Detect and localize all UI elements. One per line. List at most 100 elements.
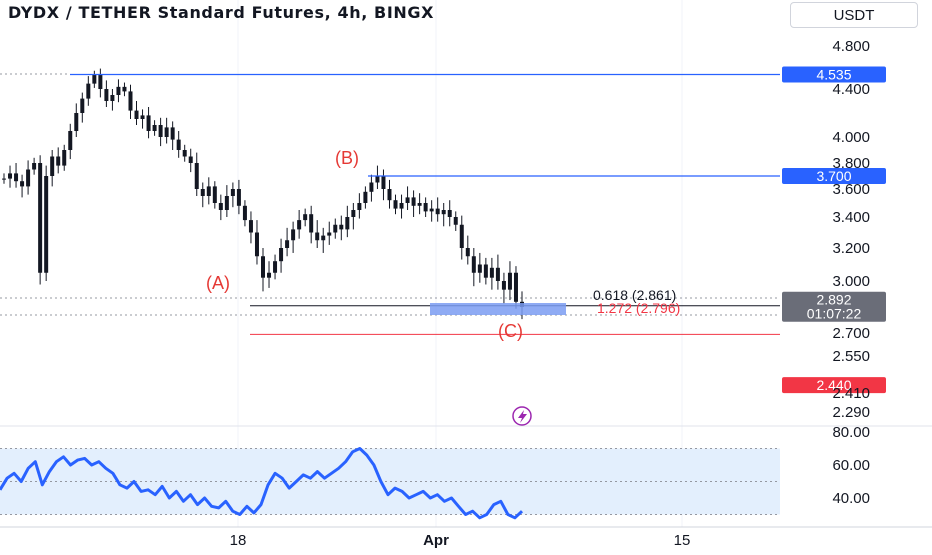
candle-body <box>128 91 133 111</box>
candle-body <box>176 139 181 150</box>
candle-body <box>158 125 163 137</box>
chart-title: DYDX / TETHER Standard Futures, 4h, BING… <box>8 3 435 22</box>
candle-body <box>459 224 464 248</box>
candle-body <box>68 131 73 150</box>
candle-body <box>399 203 404 209</box>
candle-body <box>489 267 494 278</box>
wave-label-a: (A) <box>206 273 230 293</box>
candle-body <box>56 156 61 166</box>
candle-body <box>507 272 512 290</box>
candlesticks <box>2 68 524 320</box>
rsi-band <box>0 448 780 515</box>
candle-body <box>381 176 386 189</box>
candle-body <box>435 208 440 215</box>
fib-label-618: 0.618 (2.861) <box>593 287 676 303</box>
candle-body <box>242 205 247 221</box>
time-tick: 18 <box>230 532 247 549</box>
candle-body <box>140 115 145 119</box>
candle-body <box>267 272 272 278</box>
candle-body <box>236 189 241 206</box>
candle-body <box>261 256 265 278</box>
candle-body <box>273 261 278 273</box>
candle-body <box>116 86 121 95</box>
candle-body <box>80 98 85 113</box>
price-tick: 3.800 <box>832 155 870 172</box>
candle-body <box>483 264 488 278</box>
candle-body <box>212 186 217 203</box>
candle-body <box>164 127 169 137</box>
wave-label-b: (B) <box>335 148 359 168</box>
candle-body <box>333 224 338 233</box>
candle-body <box>303 214 308 221</box>
candle-body <box>465 248 470 257</box>
candle-body <box>351 210 356 217</box>
candle-body <box>152 125 157 131</box>
candle-body <box>417 203 422 206</box>
fib-label-1272: 1.272 (2.796) <box>597 300 680 316</box>
candle-body <box>309 214 314 233</box>
candle-body <box>32 163 37 170</box>
candle-body <box>297 220 302 230</box>
price-label: 2.892 <box>816 292 851 308</box>
candle-body <box>206 186 211 196</box>
candle-body <box>339 224 344 230</box>
candle-body <box>86 83 91 99</box>
candle-body <box>26 169 31 187</box>
grid-lines <box>0 0 932 528</box>
candle-body <box>230 189 235 196</box>
candle-body <box>285 240 290 248</box>
candle-body <box>254 232 259 257</box>
price-tick: 4.400 <box>832 81 870 98</box>
candle-body <box>122 86 127 92</box>
candle-body <box>429 208 434 212</box>
price-tick: 2.290 <box>832 404 870 421</box>
candle-body <box>447 210 452 217</box>
rsi-line <box>0 447 524 520</box>
candle-body <box>2 178 6 180</box>
price-label: 3.700 <box>816 168 851 184</box>
candle-body <box>291 229 296 241</box>
candle-body <box>423 203 428 212</box>
lightning-icon <box>512 406 532 426</box>
level-lines: 0.618 (2.861)1.272 (2.796) <box>70 73 780 335</box>
candle-body <box>501 281 506 290</box>
candle-body <box>405 197 410 203</box>
candle-body <box>188 156 193 163</box>
candle-body <box>134 110 139 119</box>
lightning-icon-glyph <box>518 410 527 423</box>
candle-body <box>218 203 223 210</box>
candle-body <box>441 210 446 215</box>
price-label-bg <box>782 66 886 83</box>
candle-body <box>74 113 79 131</box>
candle-body <box>50 156 55 176</box>
candle-body <box>345 217 350 230</box>
candle-body <box>387 189 392 201</box>
candle-body <box>393 200 398 209</box>
candle-body <box>495 267 500 281</box>
price-tick: 3.600 <box>832 181 870 198</box>
candle-body <box>146 115 151 131</box>
currency-selector[interactable]: USDT <box>790 2 918 28</box>
candle-body <box>194 163 199 189</box>
candle-body <box>224 196 229 210</box>
candle-body <box>471 256 476 273</box>
price-tick: 4.800 <box>832 38 870 55</box>
candle-body <box>477 264 482 273</box>
candle-body <box>92 75 97 84</box>
candle-body <box>20 181 25 187</box>
price-label-bg <box>782 291 886 322</box>
countdown-label: 01:07:22 <box>807 306 862 322</box>
candle-body <box>357 203 362 210</box>
rsi-series <box>0 447 524 520</box>
candle-body <box>98 75 103 89</box>
candle-body <box>411 197 416 206</box>
price-tick: 3.000 <box>832 273 870 290</box>
wave-label-c: (C) <box>498 321 523 341</box>
candle-body <box>44 176 49 273</box>
time-tick: 15 <box>674 532 691 549</box>
candle-body <box>453 217 458 225</box>
candle-body <box>170 127 175 140</box>
